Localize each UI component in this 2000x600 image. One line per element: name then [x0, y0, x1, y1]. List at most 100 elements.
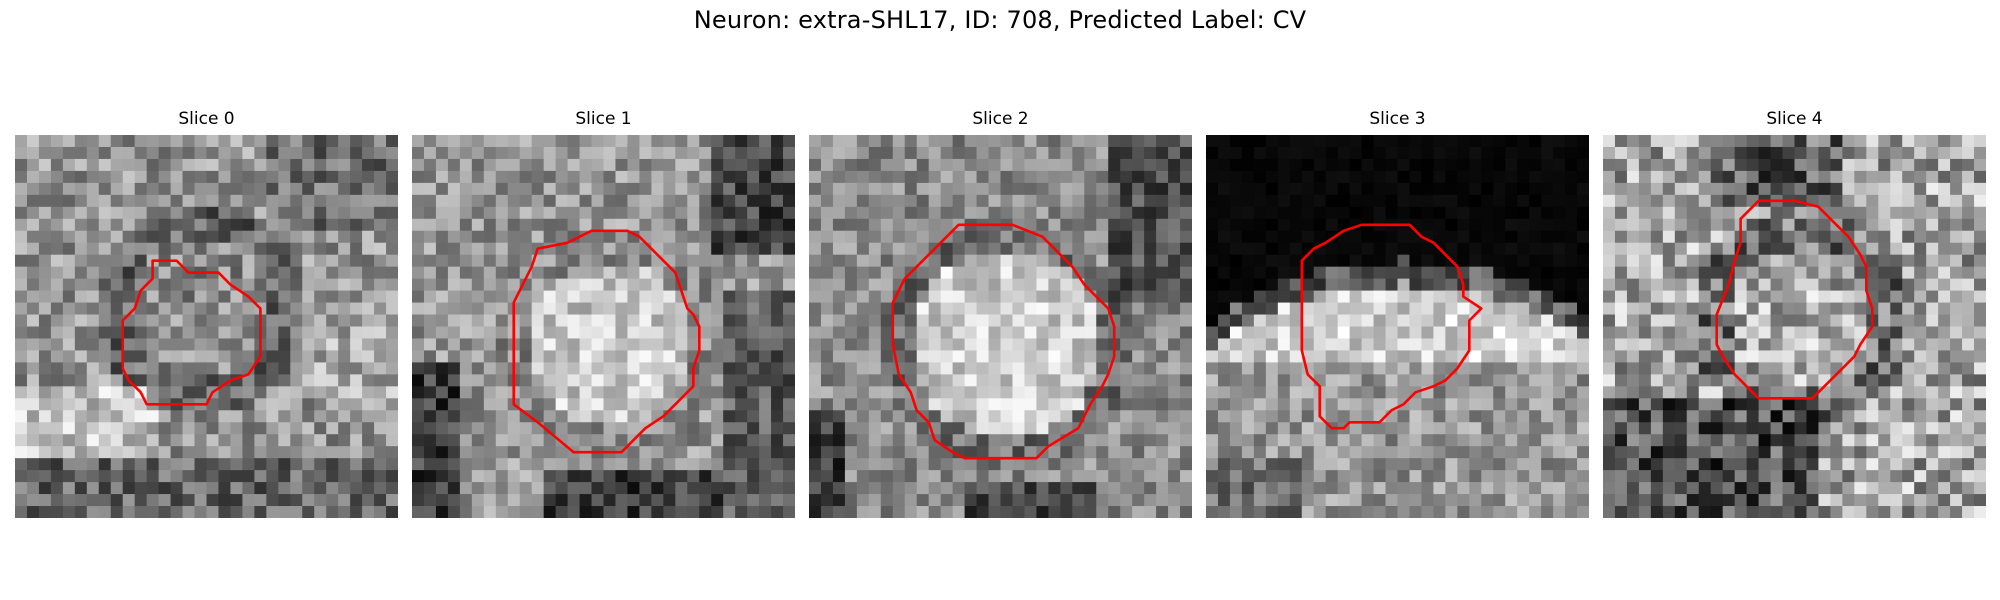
- pixel: [1842, 290, 1855, 304]
- pixel: [302, 218, 315, 232]
- pixel: [1890, 266, 1903, 280]
- pixel: [374, 242, 387, 256]
- pixel: [1120, 266, 1133, 280]
- pixel: [182, 302, 196, 316]
- pixel: [820, 206, 834, 220]
- pixel: [483, 254, 497, 268]
- pixel: [278, 506, 291, 518]
- pixel: [1156, 458, 1169, 471]
- pixel: [1529, 494, 1542, 507]
- pixel: [1890, 194, 1903, 208]
- pixel: [1036, 494, 1049, 507]
- pixel: [759, 434, 772, 447]
- pixel: [1144, 266, 1157, 280]
- pixel: [15, 482, 28, 495]
- pixel: [1206, 458, 1219, 471]
- pixel: [50, 422, 64, 435]
- pixel: [1132, 446, 1145, 459]
- pixel: [1529, 158, 1542, 172]
- pixel: [1626, 446, 1640, 459]
- pixel: [1517, 326, 1530, 340]
- pixel: [1565, 242, 1578, 256]
- pixel: [1553, 146, 1566, 160]
- pixel: [1565, 266, 1578, 280]
- pixel: [1072, 254, 1085, 268]
- pixel: [1349, 146, 1363, 160]
- pixel: [1060, 242, 1073, 256]
- pixel: [374, 434, 387, 447]
- pixel: [820, 506, 834, 518]
- pixel: [1229, 506, 1243, 518]
- pixel: [26, 434, 40, 447]
- pixel: [38, 326, 52, 340]
- pixel: [591, 422, 605, 435]
- pixel: [904, 218, 918, 232]
- pixel: [98, 374, 112, 387]
- pixel: [1433, 494, 1446, 507]
- pixel: [98, 158, 112, 172]
- pixel: [1818, 230, 1832, 244]
- pixel: [98, 206, 112, 220]
- pixel: [1674, 362, 1688, 375]
- pixel: [591, 230, 605, 244]
- pixel: [1000, 182, 1014, 196]
- pixel: [1253, 290, 1267, 304]
- pixel: [495, 278, 509, 292]
- pixel: [1024, 482, 1038, 495]
- pixel: [412, 362, 425, 375]
- pixel: [1277, 266, 1291, 280]
- pixel: [1409, 410, 1423, 423]
- pixel: [1890, 230, 1903, 244]
- pixel: [1361, 146, 1375, 160]
- pixel: [74, 135, 88, 148]
- pixel: [1132, 146, 1145, 160]
- pixel: [74, 218, 88, 232]
- pixel: [1385, 374, 1399, 387]
- pixel: [820, 182, 834, 196]
- pixel: [1962, 278, 1975, 292]
- pixel: [218, 230, 232, 244]
- pixel: [15, 446, 28, 459]
- pixel: [1577, 434, 1589, 447]
- pixel: [1445, 338, 1458, 352]
- pixel: [1349, 326, 1363, 340]
- pixel: [1553, 410, 1566, 423]
- pixel: [1493, 434, 1506, 447]
- pixel: [447, 158, 461, 172]
- pixel: [326, 482, 339, 495]
- pixel: [1565, 410, 1578, 423]
- pixel: [1529, 206, 1542, 220]
- pixel: [663, 350, 676, 364]
- pixel: [1409, 470, 1423, 483]
- pixel: [1385, 278, 1399, 292]
- pixel: [1950, 230, 1963, 244]
- pixel: [759, 422, 772, 435]
- pixel: [543, 194, 557, 208]
- pixel: [1048, 266, 1061, 280]
- pixel: [687, 290, 700, 304]
- pixel: [350, 206, 363, 220]
- pixel: [1060, 470, 1073, 483]
- pixel: [423, 338, 437, 352]
- pixel: [182, 494, 196, 507]
- pixel: [663, 242, 676, 256]
- pixel: [964, 302, 978, 316]
- pixel: [1397, 242, 1411, 256]
- pixel: [1698, 170, 1712, 184]
- pixel: [338, 470, 351, 483]
- pixel: [1722, 386, 1736, 399]
- pixel: [86, 374, 100, 387]
- pixel: [1156, 386, 1169, 399]
- pixel: [1662, 374, 1676, 387]
- pixel: [1938, 146, 1951, 160]
- pixel: [290, 135, 303, 148]
- pixel: [412, 470, 425, 483]
- pixel: [1577, 482, 1589, 495]
- pixel: [1253, 482, 1267, 495]
- pixel: [1469, 494, 1482, 507]
- pixel: [1818, 158, 1832, 172]
- pixel: [1337, 410, 1351, 423]
- pixel: [1517, 374, 1530, 387]
- pixel: [1325, 470, 1339, 483]
- pixel: [50, 374, 64, 387]
